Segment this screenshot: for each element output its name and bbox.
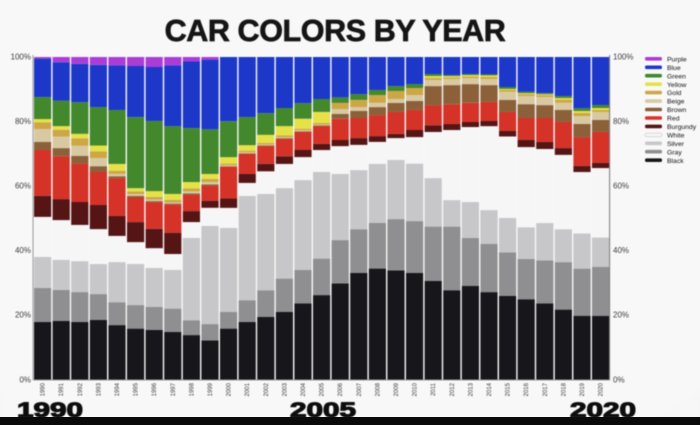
svg-text:Black: Black: [667, 158, 684, 165]
svg-text:2010: 2010: [413, 382, 419, 396]
svg-text:1999: 1999: [208, 382, 214, 396]
svg-text:40%: 40%: [613, 246, 629, 255]
svg-text:Purple: Purple: [667, 56, 687, 63]
svg-text:Green: Green: [667, 73, 686, 80]
svg-text:1991: 1991: [59, 382, 65, 396]
svg-text:2001: 2001: [245, 382, 251, 396]
svg-text:1998: 1998: [189, 382, 195, 396]
svg-text:Yellow: Yellow: [667, 82, 686, 89]
svg-text:2003: 2003: [282, 382, 288, 396]
svg-text:100%: 100%: [11, 52, 31, 61]
svg-text:100%: 100%: [613, 52, 633, 61]
svg-text:80%: 80%: [613, 117, 629, 126]
svg-text:2004: 2004: [301, 382, 307, 396]
svg-text:20%: 20%: [613, 311, 629, 320]
svg-text:2007: 2007: [357, 382, 363, 396]
svg-text:Gray: Gray: [667, 149, 682, 156]
svg-text:0%: 0%: [613, 375, 625, 384]
svg-text:Gold: Gold: [667, 90, 682, 97]
svg-text:80%: 80%: [15, 117, 31, 126]
svg-text:1993: 1993: [96, 382, 102, 396]
svg-text:Beige: Beige: [667, 99, 685, 106]
svg-text:Red: Red: [667, 116, 680, 123]
svg-text:2013: 2013: [468, 382, 474, 396]
svg-text:2020: 2020: [599, 382, 605, 396]
svg-text:40%: 40%: [15, 246, 31, 255]
svg-text:Burgundy: Burgundy: [667, 124, 697, 131]
svg-text:2019: 2019: [580, 382, 586, 396]
svg-text:1994: 1994: [115, 382, 121, 396]
svg-text:White: White: [667, 133, 685, 140]
svg-text:Blue: Blue: [667, 65, 681, 72]
svg-text:1996: 1996: [152, 382, 158, 396]
svg-text:1990: 1990: [41, 382, 47, 396]
svg-text:2016: 2016: [524, 382, 530, 396]
svg-text:2006: 2006: [338, 382, 344, 396]
svg-text:2015: 2015: [506, 382, 512, 396]
svg-text:Silver: Silver: [667, 141, 685, 148]
svg-text:2011: 2011: [431, 382, 437, 396]
svg-text:1997: 1997: [171, 382, 177, 396]
svg-text:2000: 2000: [227, 382, 233, 396]
svg-text:2018: 2018: [561, 382, 567, 396]
svg-text:20%: 20%: [15, 311, 31, 320]
svg-text:2008: 2008: [375, 382, 381, 396]
svg-text:0%: 0%: [19, 375, 31, 384]
svg-text:2017: 2017: [543, 382, 549, 396]
svg-text:60%: 60%: [613, 182, 629, 191]
svg-text:2012: 2012: [450, 382, 456, 396]
svg-text:1995: 1995: [134, 382, 140, 396]
svg-text:2005: 2005: [320, 382, 326, 396]
svg-text:60%: 60%: [15, 182, 31, 191]
svg-text:1992: 1992: [78, 382, 84, 396]
svg-text:2009: 2009: [394, 382, 400, 396]
svg-text:2014: 2014: [487, 382, 493, 396]
svg-text:2002: 2002: [264, 382, 270, 396]
svg-text:Brown: Brown: [667, 107, 686, 114]
